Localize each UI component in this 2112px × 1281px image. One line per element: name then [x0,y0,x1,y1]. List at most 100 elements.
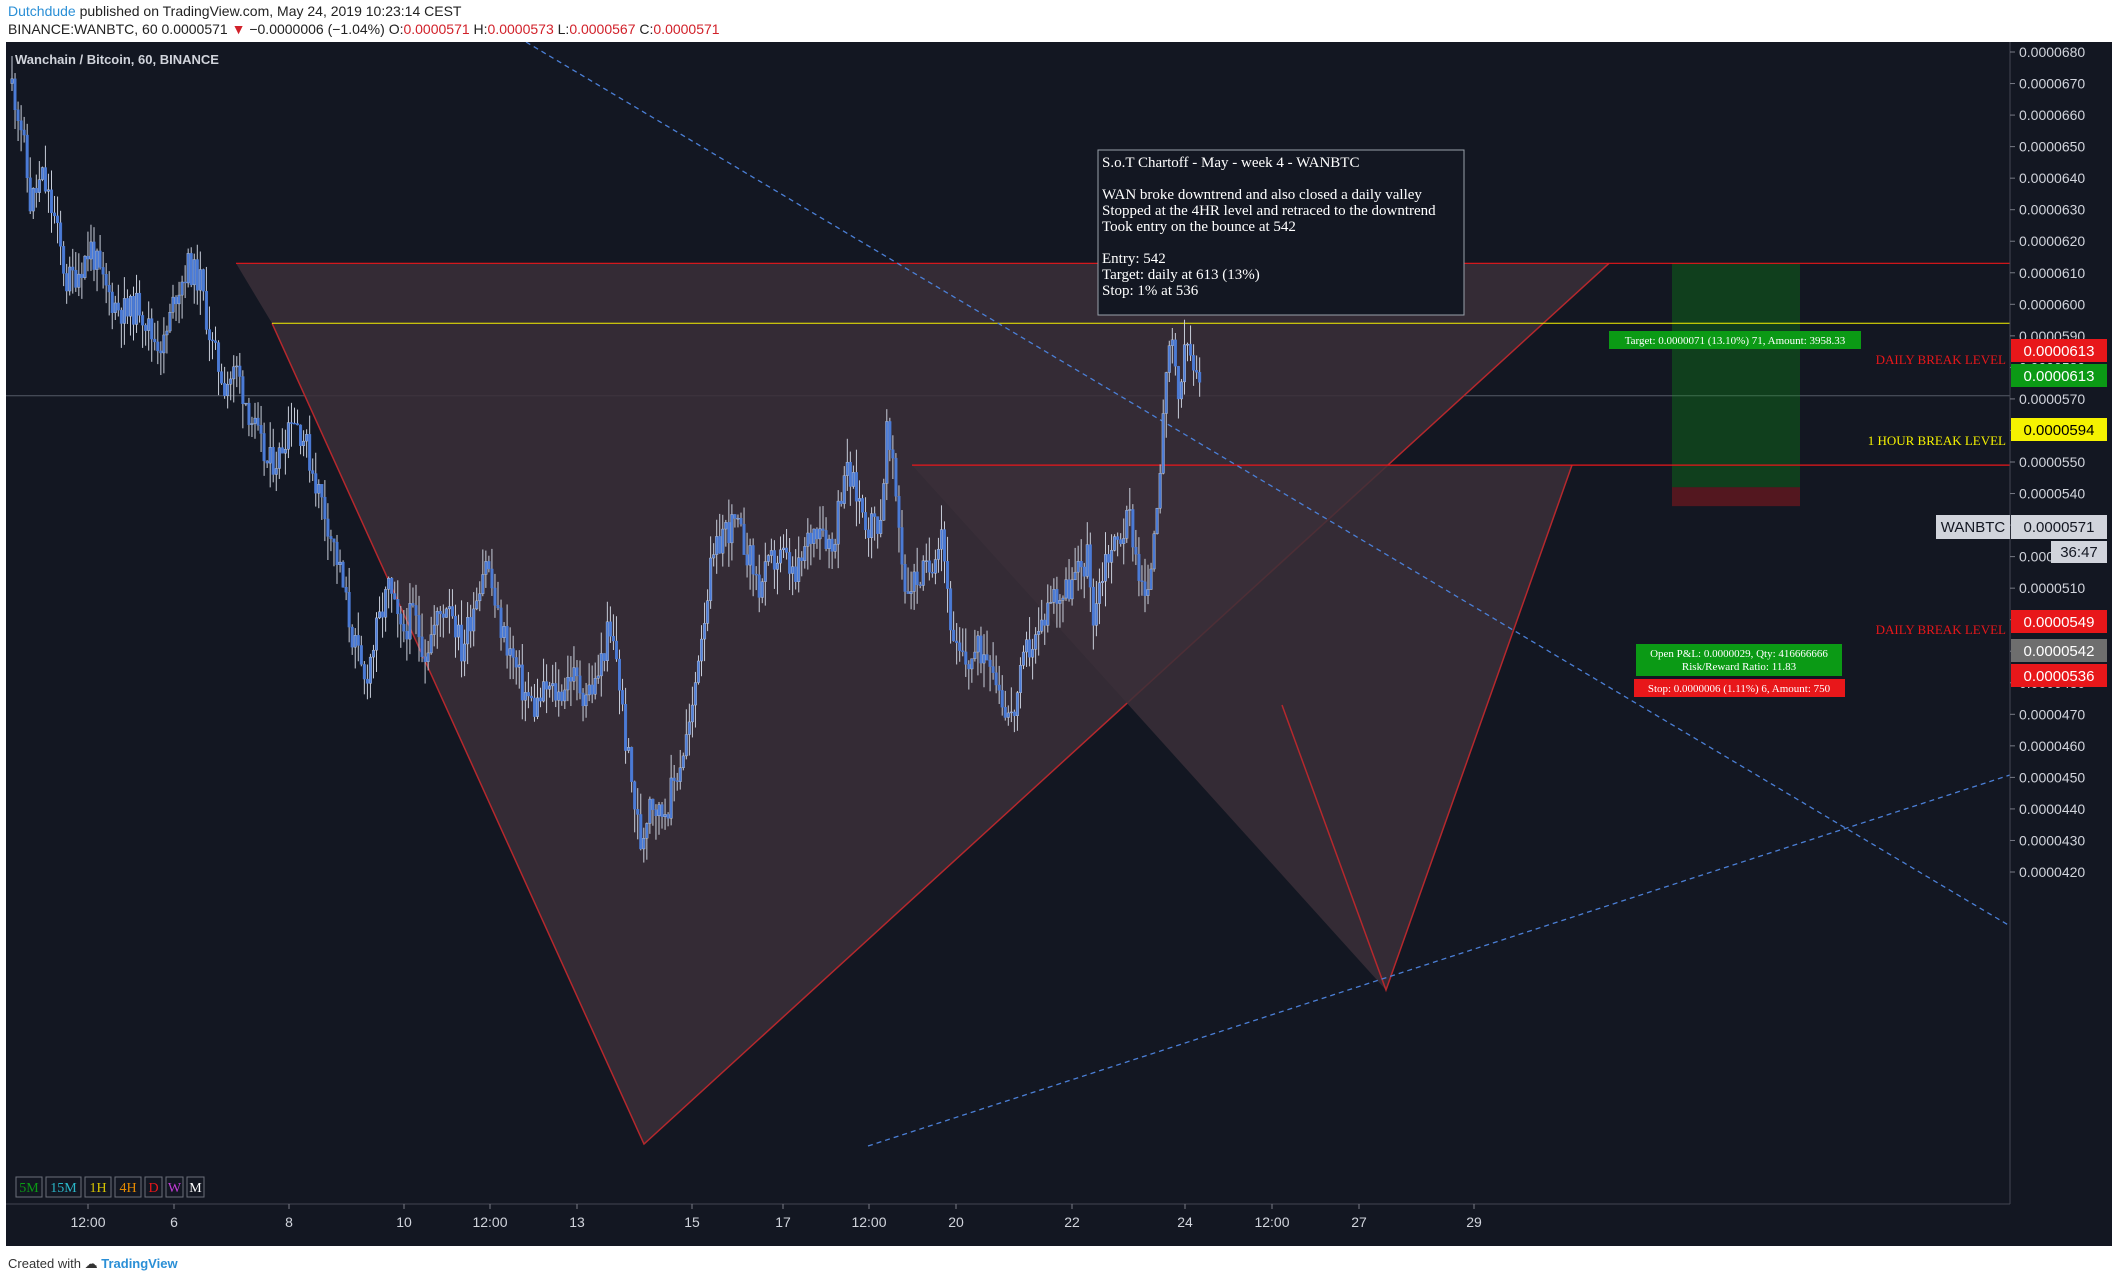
candle-body [1189,343,1193,356]
timeframe-button[interactable] [45,1176,82,1198]
timeframe-button[interactable] [84,1176,112,1198]
candle-body [1003,707,1007,718]
svg-text:0.0000542: 0.0000542 [2024,643,2095,660]
candle-body [229,378,233,385]
candle-body [636,808,640,815]
svg-text:0.0000613: 0.0000613 [2024,343,2095,360]
candle-body [611,635,615,642]
candle-body [596,675,600,679]
candle-body [769,550,773,556]
candle-body [1000,690,1004,708]
position-target-label[interactable]: Target: 0.0000071 (13.10%) 71, Amount: 3… [1609,331,1861,349]
candle-body [119,309,123,324]
candle-body [177,294,181,305]
candle-body [141,315,145,326]
annotation-title: S.o.T Chartoff - May - week 4 - WANBTC [1102,155,1359,171]
candle-body [1100,581,1104,583]
candle-body [745,554,749,566]
candle-body [438,611,442,615]
candle-body [535,697,539,717]
candle-body [660,804,664,817]
candle-body [627,747,631,751]
candle-body [766,555,770,562]
low-label: L: [557,21,570,37]
candle-body [43,167,47,192]
candle-body [296,423,300,426]
candle-body [879,519,883,534]
candle-body [511,648,515,658]
candle-body [40,167,44,180]
candle-body [563,689,567,702]
candle-body [936,549,940,560]
candle-body [842,475,846,504]
candle-body [472,608,476,632]
candle-body [31,188,35,212]
daily-break-level-label: DAILY BREAK LEVEL [1876,352,2006,367]
candle-body [797,557,801,582]
drawing-layer[interactable] [236,42,2011,1147]
candle-body [271,447,275,475]
footer: Created with ☁ TradingView [0,1246,2112,1281]
candle-body [241,376,245,405]
candle-body [672,777,676,781]
tradingview-logo[interactable]: TradingView [101,1256,178,1271]
candle-body [885,421,889,484]
created-with: Created with ☁ TradingView [8,1256,178,1271]
time-tick-label: 13 [569,1214,585,1230]
candle-body [1125,510,1129,539]
timeframe-button[interactable] [186,1176,205,1198]
candle-body [666,814,670,819]
candle-body [964,651,968,665]
candle-body [1034,634,1038,650]
candle-body [59,222,63,247]
price-chart[interactable]: Wanchain / Bitcoin, 60, BINANCE S.o.T Ch… [6,42,2112,1246]
annotation-line: Entry: 542 [1102,251,1166,267]
candle-body [311,470,315,474]
svg-text:Risk/Reward Ratio: 11.83: Risk/Reward Ratio: 11.83 [1682,661,1797,673]
candle-body [624,703,628,751]
candle-body [144,324,148,331]
candle-body [463,643,467,662]
candle-body [997,684,1001,691]
timeframe-button[interactable] [144,1176,163,1198]
time-axis-bg[interactable] [6,1204,2112,1246]
candle-body [49,189,53,214]
position-stop-label[interactable]: Stop: 0.0000006 (1.11%) 6, Amount: 750 [1634,679,1845,697]
candle-body [317,483,321,494]
candle-body [958,642,962,651]
price-tick-label: 0.0000620 [2019,233,2085,249]
chart-area[interactable]: Wanchain / Bitcoin, 60, BINANCE S.o.T Ch… [6,42,2112,1246]
candle-body [429,634,433,654]
candle-body [848,461,852,487]
candle-body [329,536,333,539]
price-labels: 0.0000613 0.0000613 0.0000594 WANBTC 0.0… [1936,339,2107,687]
annotation-line: Took entry on the bounce at 542 [1102,219,1296,235]
open-value: 0.0000571 [403,21,470,37]
candle-body [286,422,290,450]
time-axis[interactable]: 12:00 6 8 10 12:00 13 15 17 12:00 20 22 24 12:00 27 29 [70,1204,1482,1230]
candle-body [526,692,530,697]
timeframe-bar[interactable]: 5M 15M 1H 4H D W M [15,1176,205,1198]
target-price-badge [2011,364,2107,387]
candle-body [487,561,491,570]
candle-body [1043,619,1047,626]
position-pnl-label[interactable]: Open P&L: 0.0000029, Qty: 416666666 Risk… [1636,644,1842,676]
timeframe-button[interactable] [165,1176,184,1198]
candle-body [13,78,17,111]
price-tick-label: 0.0000670 [2019,76,2085,92]
candle-body [426,652,430,662]
timeframe-button[interactable] [114,1176,142,1198]
candle-body [833,543,837,552]
candle-body [803,546,807,561]
annotation-box[interactable]: S.o.T Chartoff - May - week 4 - WANBTC W… [1097,149,1465,316]
candle-body [763,561,767,582]
candle-body [651,798,655,810]
candle-body [1009,711,1013,714]
timeframe-button[interactable] [15,1176,43,1198]
candle-body [1064,579,1068,599]
candle-body [86,255,90,260]
candle-body [469,617,473,632]
candle-body [915,571,919,585]
author-link[interactable]: Dutchdude [8,3,76,19]
candle-body [1176,366,1180,400]
